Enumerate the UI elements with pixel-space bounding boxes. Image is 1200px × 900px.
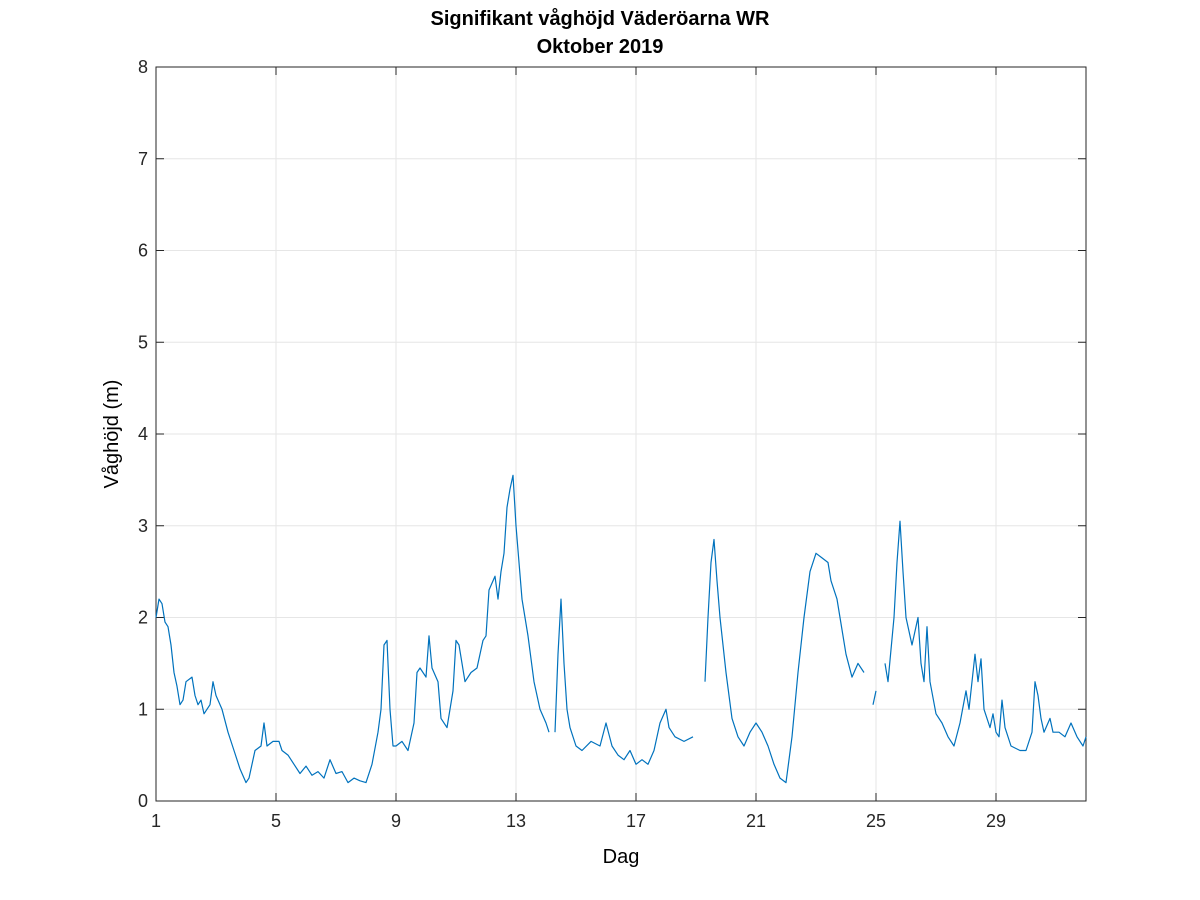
x-tick-label: 21	[746, 811, 766, 831]
grid	[155, 66, 1086, 802]
x-tick-label: 5	[271, 811, 281, 831]
x-tick-label: 1	[151, 811, 161, 831]
y-tick-label: 3	[138, 516, 148, 536]
x-tick-label: 17	[626, 811, 646, 831]
y-tick-label: 4	[138, 424, 148, 444]
series-line-segment	[155, 474, 550, 784]
series-line-segment	[872, 690, 877, 705]
x-axis-label: Dag	[603, 846, 640, 868]
y-tick-label: 1	[138, 699, 148, 719]
series-line-segment	[704, 538, 865, 784]
series-line-segment	[884, 520, 1087, 752]
y-tick-label: 7	[138, 149, 148, 169]
y-tick-label: 6	[138, 241, 148, 261]
x-tick-label: 9	[391, 811, 401, 831]
y-axis-label: Våghöjd (m)	[101, 380, 123, 489]
series-layer	[155, 474, 1087, 784]
y-tick-label: 0	[138, 791, 148, 811]
x-tick-label: 13	[506, 811, 526, 831]
series-line-segment	[554, 598, 694, 765]
y-tick-label: 2	[138, 608, 148, 628]
y-tick-label: 5	[138, 332, 148, 352]
x-tick-label: 25	[866, 811, 886, 831]
chart-title: Signifikant våghöjd Väderöarna WR	[430, 8, 770, 30]
x-tick-label: 29	[986, 811, 1006, 831]
chart-subtitle: Oktober 2019	[536, 36, 664, 58]
y-tick-label: 8	[138, 57, 148, 77]
